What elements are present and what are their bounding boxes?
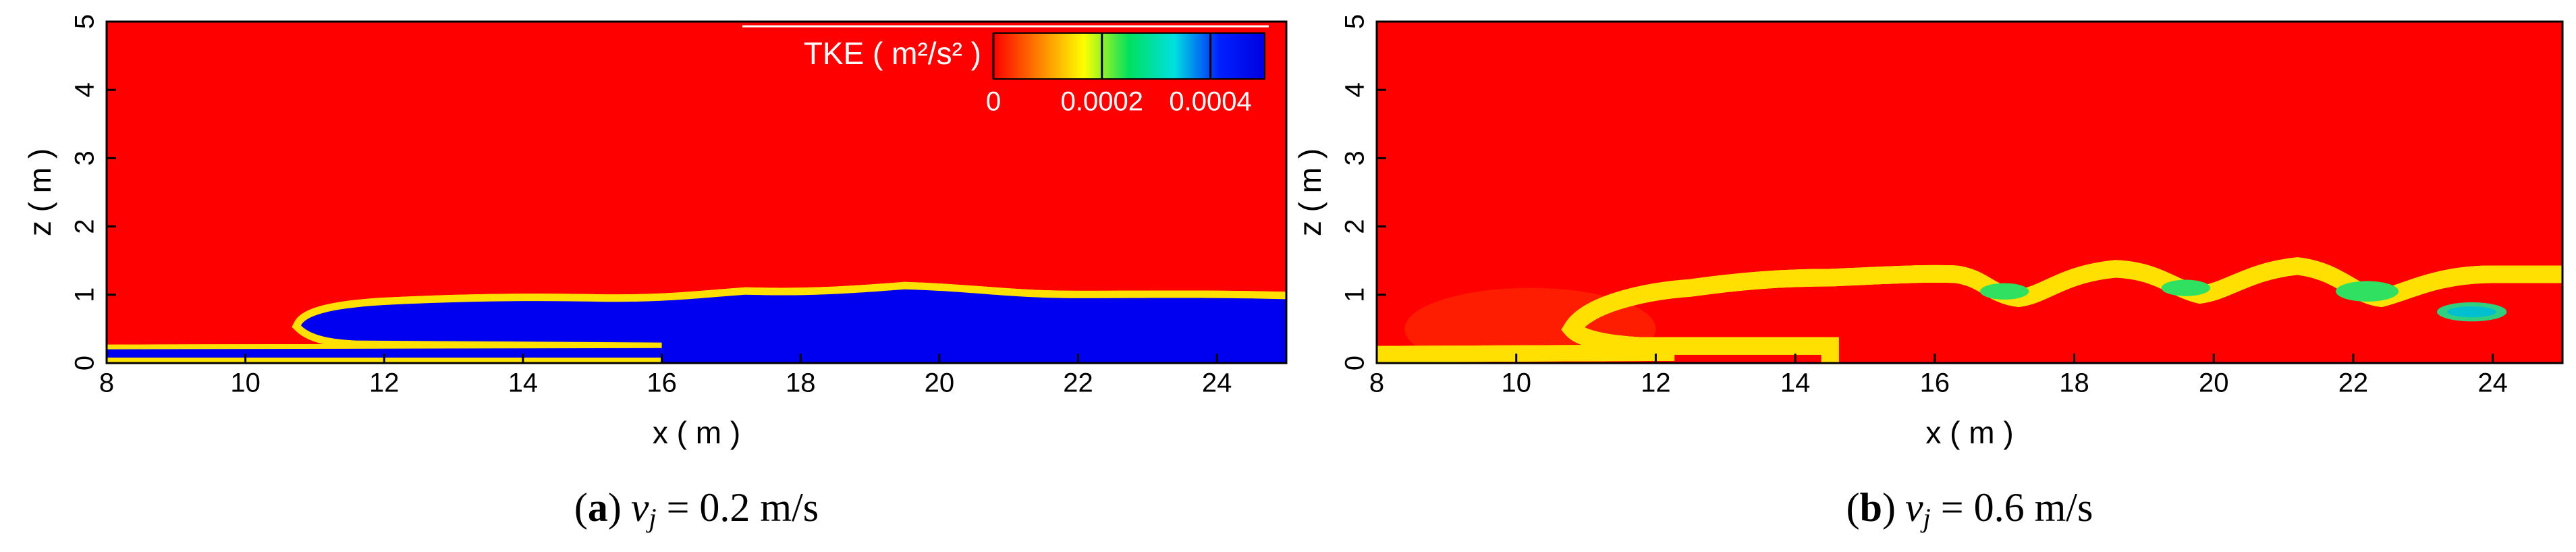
panel-b-field bbox=[1377, 22, 2563, 363]
caption-part: ) bbox=[608, 485, 622, 530]
x-tick-label: 10 bbox=[230, 368, 261, 398]
x-tick-label: 18 bbox=[786, 368, 816, 398]
x-tick-label: 24 bbox=[2477, 368, 2508, 398]
caption-part: ( bbox=[1846, 485, 1860, 530]
colorbar-tick-label: 0.0002 bbox=[1061, 87, 1143, 117]
x-axis-title: x ( m ) bbox=[653, 415, 740, 450]
y-tick-label: 0 bbox=[1340, 356, 1370, 370]
y-tick-label: 5 bbox=[1340, 14, 1370, 29]
contour-region bbox=[107, 22, 1286, 363]
caption-part: a bbox=[588, 485, 608, 530]
colorbar-tick-label: 0.0004 bbox=[1169, 87, 1251, 117]
colorbar bbox=[993, 32, 1265, 80]
x-tick-label: 14 bbox=[508, 368, 539, 398]
y-tick-label: 2 bbox=[1340, 219, 1370, 233]
x-tick-label: 8 bbox=[1369, 368, 1384, 398]
x-tick-label: 20 bbox=[2199, 368, 2229, 398]
y-tick-label: 4 bbox=[70, 82, 100, 97]
x-tick-label: 10 bbox=[1501, 368, 1531, 398]
caption-part: = 0.6 m/s bbox=[1931, 485, 2093, 530]
y-tick-label: 0 bbox=[70, 356, 100, 370]
x-tick-label: 22 bbox=[2338, 368, 2369, 398]
x-tick-label: 16 bbox=[1920, 368, 1950, 398]
y-tick-label: 4 bbox=[1340, 82, 1370, 97]
y-tick-label: 2 bbox=[70, 219, 100, 233]
colorbar-label: TKE ( m²/s² ) bbox=[804, 36, 981, 71]
caption-part: v bbox=[631, 485, 649, 530]
x-tick-label: 18 bbox=[2059, 368, 2089, 398]
x-tick-label: 14 bbox=[1780, 368, 1811, 398]
x-axis-title: x ( m ) bbox=[1925, 415, 2013, 450]
x-tick-label: 24 bbox=[1202, 368, 1232, 398]
caption-part: ) bbox=[1882, 485, 1896, 530]
x-tick-label: 8 bbox=[99, 368, 114, 398]
caption-part: v bbox=[1905, 485, 1923, 530]
y-tick-label: 1 bbox=[70, 287, 100, 302]
caption-part: b bbox=[1860, 485, 1882, 530]
y-tick-label: 3 bbox=[1340, 150, 1370, 165]
plot-frame bbox=[105, 20, 1288, 364]
x-tick-label: 20 bbox=[925, 368, 955, 398]
y-axis-title: z ( m ) bbox=[1292, 148, 1327, 236]
y-tick-label: 1 bbox=[1340, 287, 1370, 302]
caption-part: ( bbox=[574, 485, 588, 530]
caption: (b) vj = 0.6 m/s bbox=[1846, 485, 2093, 533]
plot-frame bbox=[1375, 20, 2564, 364]
contour-region bbox=[1377, 22, 2563, 363]
x-tick-label: 22 bbox=[1063, 368, 1093, 398]
caption-part: j bbox=[1920, 503, 1931, 533]
y-tick-label: 5 bbox=[70, 14, 100, 29]
caption: (a) vj = 0.2 m/s bbox=[574, 485, 819, 533]
caption-part: j bbox=[645, 503, 656, 533]
caption-part: = 0.2 m/s bbox=[657, 485, 819, 530]
x-tick-label: 12 bbox=[369, 368, 400, 398]
x-tick-label: 12 bbox=[1641, 368, 1671, 398]
y-axis-title: z ( m ) bbox=[22, 148, 57, 236]
y-tick-label: 3 bbox=[70, 150, 100, 165]
colorbar-tick-label: 0 bbox=[986, 87, 1001, 117]
x-tick-label: 16 bbox=[647, 368, 677, 398]
